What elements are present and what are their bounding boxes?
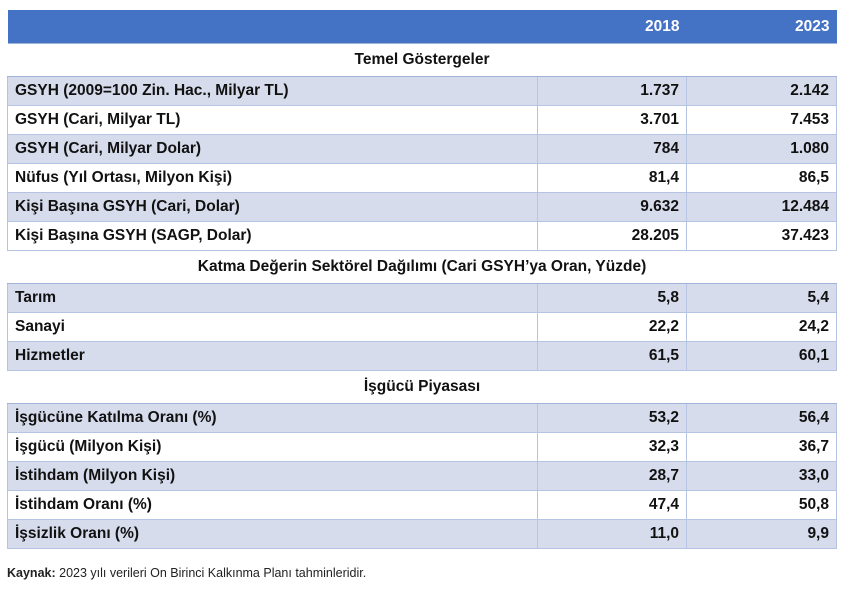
row-label: Kişi Başına GSYH (Cari, Dolar) [7,192,538,222]
table-row: İşgücü (Milyon Kişi) 32,3 36,7 [7,432,837,462]
header-year-2018: 2018 [537,10,687,44]
value-2023: 33,0 [686,461,837,491]
value-2023: 36,7 [686,432,837,462]
value-2023: 37.423 [686,221,837,251]
value-2023: 5,4 [686,283,837,313]
table-row: Hizmetler 61,5 60,1 [7,341,837,371]
value-2023: 9,9 [686,519,837,549]
row-label: GSYH (2009=100 Zin. Hac., Milyar TL) [7,76,538,106]
value-2018: 5,8 [537,283,687,313]
row-label: İşgücü (Milyon Kişi) [7,432,538,462]
value-2023: 12.484 [686,192,837,222]
row-label: GSYH (Cari, Milyar TL) [7,105,538,135]
source-footnote: Kaynak: 2023 yılı verileri On Birinci Ka… [7,566,366,580]
value-2023: 86,5 [686,163,837,193]
row-label: GSYH (Cari, Milyar Dolar) [7,134,538,164]
value-2018: 61,5 [537,341,687,371]
table-row: Kişi Başına GSYH (Cari, Dolar) 9.632 12.48… [7,192,837,222]
table-row: Nüfus (Yıl Ortası, Milyon Kişi) 81,4 86,5 [7,163,837,193]
value-2018: 53,2 [537,403,687,433]
table-row: İşsizlik Oranı (%) 11,0 9,9 [7,519,837,549]
value-2023: 56,4 [686,403,837,433]
section-title: Temel Göstergeler [7,43,837,77]
table-header-row: 2018 2023 [7,10,837,44]
table-row: Kişi Başına GSYH (SAGP, Dolar) 28.205 37.4… [7,221,837,251]
indicators-table-container: 2018 2023 Temel Göstergeler GSYH (2009=10… [7,10,837,549]
header-year-2023: 2023 [686,10,837,44]
table-body: Temel Göstergeler GSYH (2009=100 Zin. Hac… [7,43,837,549]
table-row: Sanayi 22,2 24,2 [7,312,837,342]
value-2023: 2.142 [686,76,837,106]
row-label: Hizmetler [7,341,538,371]
value-2018: 3.701 [537,105,687,135]
table-row: İstihdam (Milyon Kişi) 28,7 33,0 [7,461,837,491]
value-2018: 28.205 [537,221,687,251]
indicators-table: 2018 2023 Temel Göstergeler GSYH (2009=10… [7,10,837,549]
value-2018: 9.632 [537,192,687,222]
value-2018: 784 [537,134,687,164]
section-header-row: Katma Değerin Sektörel Dağılımı (Cari GS… [7,250,837,284]
value-2018: 22,2 [537,312,687,342]
table-row: GSYH (Cari, Milyar TL) 3.701 7.453 [7,105,837,135]
table-row: Tarım 5,8 5,4 [7,283,837,313]
value-2018: 47,4 [537,490,687,520]
table-row: İstihdam Oranı (%) 47,4 50,8 [7,490,837,520]
row-label: İstihdam (Milyon Kişi) [7,461,538,491]
section-header-row: İşgücü Piyasası [7,370,837,404]
value-2023: 60,1 [686,341,837,371]
footnote-text: 2023 yılı verileri On Birinci Kalkınma P… [55,566,367,580]
table-row: İşgücüne Katılma Oranı (%) 53,2 56,4 [7,403,837,433]
value-2023: 24,2 [686,312,837,342]
value-2018: 32,3 [537,432,687,462]
section-title: Katma Değerin Sektörel Dağılımı (Cari GS… [7,250,837,284]
row-label: Nüfus (Yıl Ortası, Milyon Kişi) [7,163,538,193]
value-2018: 11,0 [537,519,687,549]
value-2023: 1.080 [686,134,837,164]
row-label: İşsizlik Oranı (%) [7,519,538,549]
row-label: Kişi Başına GSYH (SAGP, Dolar) [7,221,538,251]
table-row: GSYH (Cari, Milyar Dolar) 784 1.080 [7,134,837,164]
value-2018: 81,4 [537,163,687,193]
row-label: İşgücüne Katılma Oranı (%) [7,403,538,433]
row-label: İstihdam Oranı (%) [7,490,538,520]
footnote-label: Kaynak: [7,566,56,580]
row-label: Sanayi [7,312,538,342]
value-2023: 7.453 [686,105,837,135]
row-label: Tarım [7,283,538,313]
value-2018: 1.737 [537,76,687,106]
table-row: GSYH (2009=100 Zin. Hac., Milyar TL) 1.73… [7,76,837,106]
header-blank-cell [7,10,538,44]
section-title: İşgücü Piyasası [7,370,837,404]
section-header-row: Temel Göstergeler [7,43,837,77]
value-2018: 28,7 [537,461,687,491]
value-2023: 50,8 [686,490,837,520]
